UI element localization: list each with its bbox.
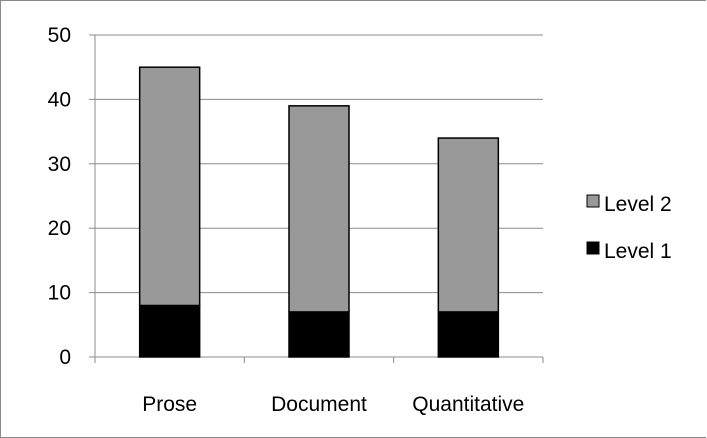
y-tick-label: 0 (59, 346, 71, 369)
bar-level-2 (138, 66, 201, 307)
legend: Level 2 Level 1 (586, 193, 672, 263)
bar-level-1 (288, 311, 350, 358)
bars (138, 66, 500, 358)
x-tick-label: Quantitative (412, 393, 524, 416)
y-tick-label: 40 (48, 88, 71, 111)
x-tick-labels: Prose Document Quantitative (142, 393, 524, 416)
bar-level-1 (138, 304, 201, 358)
bar-level-1 (437, 311, 500, 358)
bar-level-2 (437, 137, 500, 313)
legend-swatch (586, 241, 600, 255)
y-tick-label: 50 (48, 24, 71, 47)
y-tick-label: 10 (48, 282, 71, 305)
legend-label: Level 1 (604, 240, 672, 263)
legend-label: Level 2 (604, 193, 672, 216)
y-tick-label: 30 (48, 153, 71, 176)
x-tick-label: Prose (142, 393, 197, 416)
y-tick-labels: 0 10 20 30 40 50 (48, 24, 71, 369)
bar-level-2 (288, 105, 350, 313)
x-tick-label: Document (271, 393, 367, 416)
legend-swatch (586, 194, 600, 208)
y-tick-label: 20 (48, 217, 71, 240)
